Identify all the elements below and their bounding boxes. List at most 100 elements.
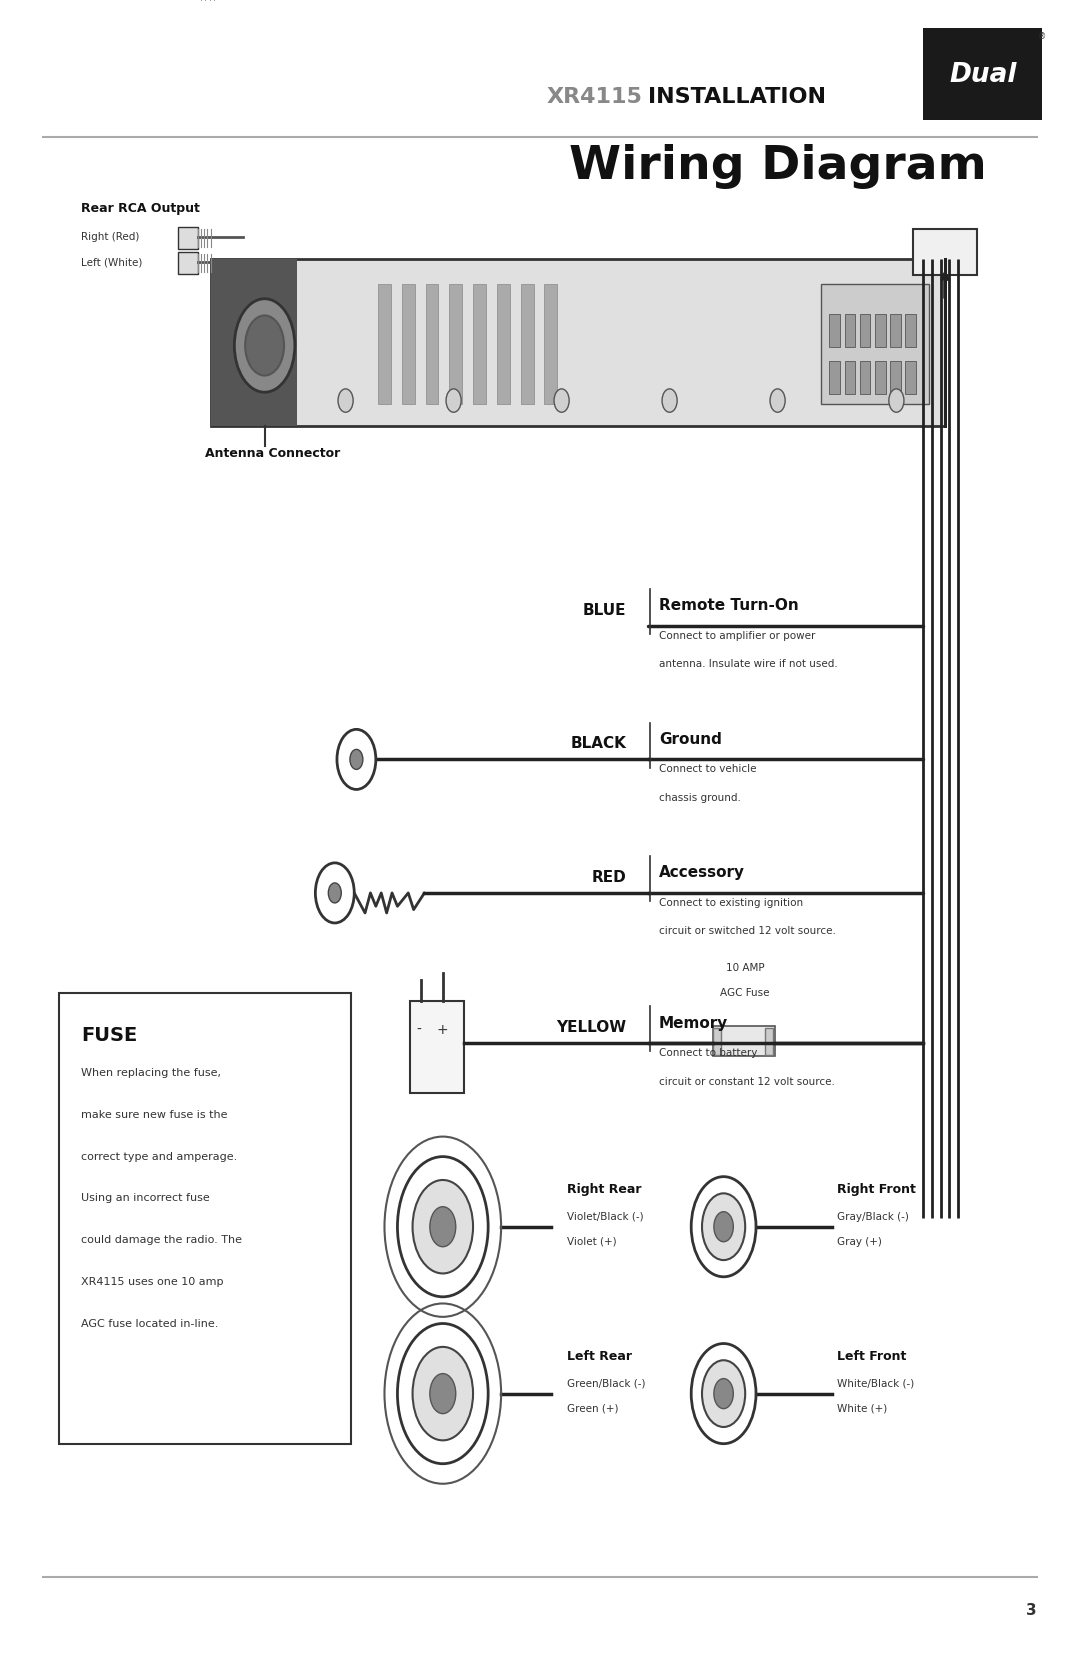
- Text: XR4115: XR4115: [546, 87, 643, 107]
- FancyBboxPatch shape: [913, 229, 977, 275]
- Text: 3: 3: [1026, 1604, 1037, 1617]
- FancyBboxPatch shape: [845, 314, 855, 347]
- FancyBboxPatch shape: [829, 361, 840, 394]
- Circle shape: [702, 1193, 745, 1260]
- Text: White/Black (-): White/Black (-): [837, 1379, 915, 1389]
- FancyBboxPatch shape: [59, 993, 351, 1444]
- FancyBboxPatch shape: [713, 1026, 775, 1056]
- FancyBboxPatch shape: [178, 252, 198, 274]
- Text: -: -: [417, 1023, 421, 1036]
- Text: Memory: Memory: [659, 1016, 728, 1030]
- Text: Gray/Black (-): Gray/Black (-): [837, 1212, 909, 1222]
- Text: Rear RCA Output: Rear RCA Output: [81, 202, 200, 215]
- FancyBboxPatch shape: [821, 284, 929, 404]
- Text: Right Rear: Right Rear: [567, 1183, 642, 1197]
- Text: FUSE: FUSE: [81, 1026, 137, 1045]
- Circle shape: [350, 749, 363, 769]
- FancyBboxPatch shape: [713, 1028, 721, 1055]
- Text: Connect to amplifier or power: Connect to amplifier or power: [659, 631, 815, 641]
- Text: +: +: [437, 1023, 448, 1036]
- Text: Connect to existing ignition: Connect to existing ignition: [659, 898, 802, 908]
- FancyBboxPatch shape: [378, 284, 391, 404]
- Circle shape: [413, 1180, 473, 1273]
- Text: Right Front: Right Front: [837, 1183, 916, 1197]
- Text: Dual: Dual: [949, 62, 1016, 88]
- Text: Using an incorrect fuse: Using an incorrect fuse: [81, 1193, 210, 1203]
- Text: Violet (+): Violet (+): [567, 1237, 617, 1247]
- Circle shape: [328, 883, 341, 903]
- Circle shape: [702, 1360, 745, 1427]
- Text: Gray (+): Gray (+): [837, 1237, 882, 1247]
- Text: chassis ground.: chassis ground.: [659, 793, 741, 803]
- Text: AGC fuse located in-line.: AGC fuse located in-line.: [81, 1319, 218, 1329]
- Circle shape: [315, 863, 354, 923]
- FancyBboxPatch shape: [426, 284, 438, 404]
- FancyBboxPatch shape: [875, 314, 886, 347]
- Text: When replacing the fuse,: When replacing the fuse,: [81, 1068, 221, 1078]
- Text: 10 AMP: 10 AMP: [726, 963, 765, 973]
- Text: circuit or switched 12 volt source.: circuit or switched 12 volt source.: [659, 926, 836, 936]
- FancyBboxPatch shape: [860, 361, 870, 394]
- Circle shape: [430, 1207, 456, 1247]
- FancyBboxPatch shape: [890, 314, 901, 347]
- Circle shape: [691, 1177, 756, 1277]
- Circle shape: [413, 1347, 473, 1440]
- FancyBboxPatch shape: [410, 1001, 464, 1093]
- FancyBboxPatch shape: [905, 361, 916, 394]
- FancyBboxPatch shape: [923, 28, 1042, 120]
- FancyBboxPatch shape: [875, 361, 886, 394]
- Text: circuit or constant 12 volt source.: circuit or constant 12 volt source.: [659, 1077, 835, 1087]
- Text: Ground: Ground: [659, 733, 721, 746]
- Circle shape: [397, 1157, 488, 1297]
- Circle shape: [889, 389, 904, 412]
- Circle shape: [714, 1212, 733, 1242]
- Text: Violet/Black (-): Violet/Black (-): [567, 1212, 644, 1222]
- Circle shape: [397, 1324, 488, 1464]
- Text: Wiring Diagram: Wiring Diagram: [569, 145, 986, 189]
- Text: White (+): White (+): [837, 1404, 888, 1414]
- Text: Left Front: Left Front: [837, 1350, 906, 1364]
- Text: could damage the radio. The: could damage the radio. The: [81, 1235, 242, 1245]
- Text: BLUE: BLUE: [583, 603, 626, 618]
- Circle shape: [554, 389, 569, 412]
- Text: BLACK: BLACK: [570, 736, 626, 751]
- Text: ®: ®: [1038, 32, 1047, 42]
- FancyBboxPatch shape: [860, 314, 870, 347]
- Circle shape: [234, 299, 295, 392]
- Circle shape: [337, 729, 376, 789]
- FancyBboxPatch shape: [449, 284, 462, 404]
- Text: Remote Turn-On: Remote Turn-On: [659, 599, 798, 613]
- FancyBboxPatch shape: [521, 284, 534, 404]
- Text: Left Rear: Left Rear: [567, 1350, 632, 1364]
- Text: Connect to battery: Connect to battery: [659, 1048, 757, 1058]
- Text: YELLOW: YELLOW: [556, 1020, 626, 1035]
- Text: antenna. Insulate wire if not used.: antenna. Insulate wire if not used.: [659, 659, 838, 669]
- FancyBboxPatch shape: [178, 227, 198, 249]
- FancyBboxPatch shape: [765, 1028, 773, 1055]
- Text: Right (Red): Right (Red): [81, 232, 139, 242]
- Text: INSTALLATION: INSTALLATION: [648, 87, 826, 107]
- FancyBboxPatch shape: [497, 284, 510, 404]
- Circle shape: [770, 389, 785, 412]
- FancyBboxPatch shape: [211, 259, 945, 426]
- Circle shape: [338, 389, 353, 412]
- Circle shape: [446, 389, 461, 412]
- Text: Connect to vehicle: Connect to vehicle: [659, 764, 756, 774]
- FancyBboxPatch shape: [402, 284, 415, 404]
- Text: correct type and amperage.: correct type and amperage.: [81, 1152, 238, 1162]
- Text: Antenna Connector: Antenna Connector: [205, 447, 340, 461]
- Text: RED: RED: [592, 870, 626, 885]
- Circle shape: [691, 1344, 756, 1444]
- FancyBboxPatch shape: [544, 284, 557, 404]
- Circle shape: [430, 1374, 456, 1414]
- FancyBboxPatch shape: [473, 284, 486, 404]
- Text: Green/Black (-): Green/Black (-): [567, 1379, 646, 1389]
- Text: make sure new fuse is the: make sure new fuse is the: [81, 1110, 228, 1120]
- Text: XR4115 uses one 10 amp: XR4115 uses one 10 amp: [81, 1277, 224, 1287]
- FancyBboxPatch shape: [845, 361, 855, 394]
- FancyBboxPatch shape: [211, 259, 297, 426]
- Circle shape: [245, 315, 284, 376]
- Text: Accessory: Accessory: [659, 866, 745, 880]
- FancyBboxPatch shape: [905, 314, 916, 347]
- Text: AGC Fuse: AGC Fuse: [720, 988, 770, 998]
